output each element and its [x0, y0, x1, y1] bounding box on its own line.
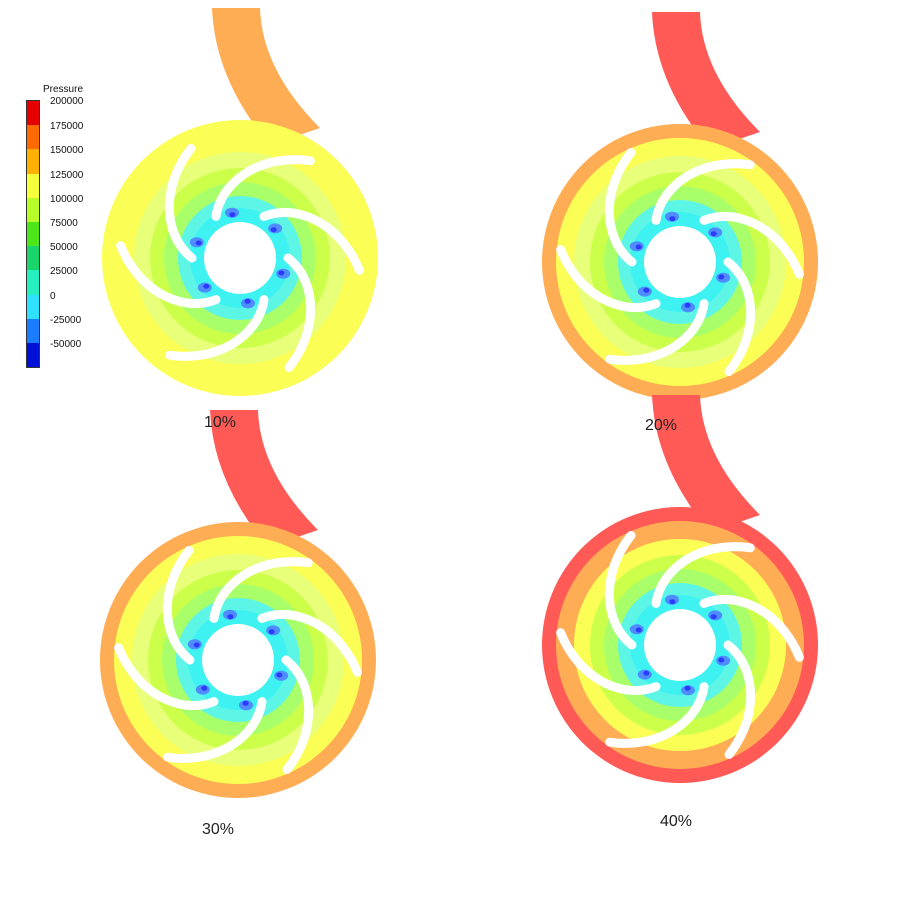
impeller-blade [651, 542, 755, 608]
low-pressure-core [278, 270, 285, 276]
legend-swatch [27, 246, 39, 271]
low-pressure-core [684, 685, 691, 691]
legend-swatch [27, 221, 39, 247]
pump-panel-20pct [542, 12, 818, 400]
impeller-blade [281, 655, 314, 774]
legend-swatch [27, 294, 39, 319]
impeller-blade [163, 697, 267, 763]
legend-swatch [27, 342, 39, 368]
discharge-outlet [652, 395, 760, 532]
impeller-hub [644, 226, 716, 298]
low-pressure-core [242, 700, 249, 706]
low-pressure-core [268, 629, 275, 635]
low-pressure-core [643, 287, 650, 293]
impeller-blade [162, 546, 195, 665]
legend-label: 25000 [50, 266, 78, 277]
legend-label: -50000 [50, 339, 82, 350]
low-pressure-core [635, 627, 642, 633]
impeller-hub [204, 222, 276, 294]
discharge-outlet [212, 8, 320, 145]
legend-title: Pressure [43, 84, 84, 95]
low-pressure-core [718, 274, 725, 280]
impeller-blade [651, 159, 755, 225]
low-pressure-core [718, 657, 725, 663]
impeller-blade [605, 682, 709, 748]
low-pressure-core [635, 244, 642, 250]
legend-swatch [27, 197, 39, 222]
legend-swatch [27, 149, 39, 174]
low-pressure-core [195, 240, 202, 246]
low-pressure-core [710, 231, 717, 237]
legend-label: 100000 [50, 194, 84, 205]
impeller-blade [116, 241, 221, 308]
legend-swatch [27, 318, 39, 343]
low-pressure-core [276, 672, 283, 678]
legend-swatch [27, 125, 39, 150]
panel-caption: 30% [201, 821, 235, 838]
low-pressure-core [193, 642, 200, 648]
legend-swatch [27, 270, 39, 295]
impeller-blade [723, 257, 756, 376]
impeller-blade [259, 208, 364, 275]
legend-label: 150000 [50, 145, 84, 156]
legend-label: 50000 [50, 242, 78, 253]
legend-label: 200000 [50, 96, 84, 107]
low-pressure-core [227, 614, 234, 620]
panel-caption: 10% [203, 414, 237, 431]
impeller-hub [202, 624, 274, 696]
impeller-blade [556, 628, 661, 695]
discharge-outlet [652, 12, 760, 149]
low-pressure-core [669, 599, 676, 605]
legend-label: -25000 [50, 315, 82, 326]
impeller-blade [283, 253, 316, 372]
low-pressure-core [201, 685, 208, 691]
panel-caption: 40% [659, 813, 693, 830]
impeller-blade [723, 640, 756, 759]
impeller-blade [165, 295, 269, 361]
impeller-blade [604, 531, 637, 650]
low-pressure-core [643, 670, 650, 676]
impeller-hub [644, 609, 716, 681]
low-pressure-core [203, 283, 210, 289]
impeller-blade [211, 155, 315, 221]
impeller-blade [257, 610, 362, 677]
pump-panel-30pct [100, 410, 376, 798]
pump-panel-10pct [102, 8, 378, 396]
legend-label: 75000 [50, 218, 78, 229]
legend-swatch [27, 173, 39, 198]
impeller-blade [114, 643, 219, 710]
low-pressure-core [244, 298, 251, 304]
low-pressure-core [270, 227, 277, 233]
legend-label: 125000 [50, 170, 84, 181]
low-pressure-core [684, 302, 691, 308]
impeller-blade [699, 595, 804, 662]
low-pressure-core [669, 216, 676, 222]
impeller-blade [604, 148, 637, 267]
impeller-blade [556, 245, 661, 312]
impeller-blade [209, 557, 313, 623]
discharge-outlet [210, 410, 318, 547]
impeller-blade [605, 299, 709, 365]
panel-caption: 20% [644, 417, 678, 434]
legend-label: 175000 [50, 121, 84, 132]
pump-panel-40pct [542, 395, 818, 783]
legend-swatch [27, 101, 39, 126]
impeller-blade [164, 144, 197, 263]
impeller-blade [699, 212, 804, 279]
low-pressure-core [229, 212, 236, 218]
low-pressure-core [710, 614, 717, 620]
pressure-legend: Pressure 200000 175000 150000 125000 100… [26, 84, 116, 374]
legend-label: 0 [50, 291, 56, 302]
legend-color-bar [26, 100, 40, 368]
